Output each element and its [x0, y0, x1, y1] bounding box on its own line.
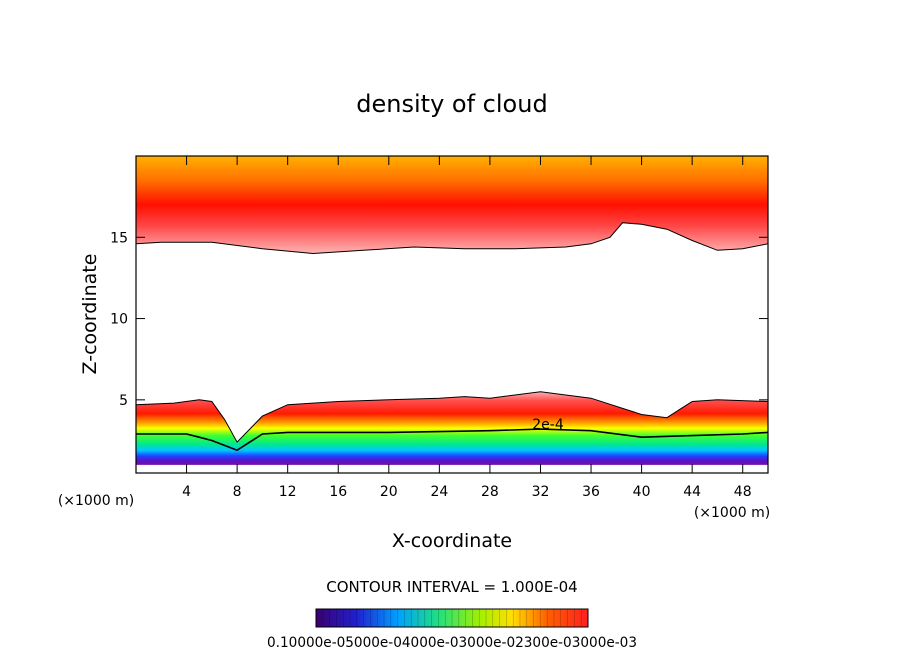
contour-interval: CONTOUR INTERVAL = 1.000E-04 — [326, 578, 577, 596]
y-tick-label: 10 — [110, 312, 128, 328]
x-tick-label: 48 — [734, 484, 752, 500]
colorbar — [315, 608, 589, 628]
y-tick-label: 15 — [110, 230, 128, 246]
x-tick-label: 12 — [279, 484, 297, 500]
x-unit-right: (×1000 m) — [694, 505, 770, 521]
x-tick-label: 40 — [633, 484, 651, 500]
upper-cloud-layer — [136, 156, 768, 254]
x-tick-label: 24 — [430, 484, 448, 500]
lower-cloud-layer — [136, 391, 768, 465]
x-unit-left: (×1000 m) — [58, 493, 134, 509]
lower-top-contour — [136, 391, 768, 443]
x-tick-label: 8 — [233, 484, 242, 500]
contour-label: 2e-4 — [532, 417, 564, 433]
plot-frame — [135, 155, 769, 474]
x-tick-label: 44 — [683, 484, 701, 500]
x-tick-label: 20 — [380, 484, 398, 500]
y-axis-label: Z-coordinate — [79, 254, 101, 375]
x-axis-label: X-coordinate — [392, 530, 512, 552]
y-tick-label: 5 — [119, 393, 128, 409]
x-tick-label: 28 — [481, 484, 499, 500]
x-tick-label: 16 — [329, 484, 347, 500]
chart-title: density of cloud — [356, 90, 547, 118]
x-tick-label: 32 — [532, 484, 550, 500]
upper-boundary-contour — [136, 222, 768, 255]
contour-2e-4 — [136, 428, 768, 452]
x-tick-label: 36 — [582, 484, 600, 500]
x-tick-label: 4 — [182, 484, 191, 500]
colorbar-tick-labels: 0.10000e-05000e-04000e-03000e-02300e-030… — [267, 635, 637, 651]
